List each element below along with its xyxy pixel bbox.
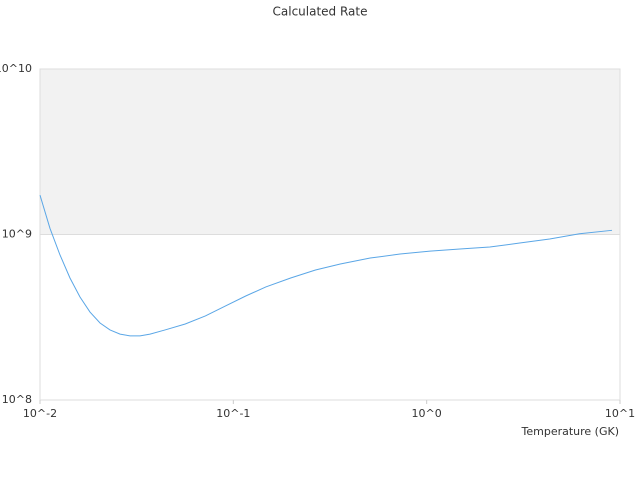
y-tick-label: 10^9 [2,228,32,241]
x-tick-label: 10^0 [412,407,442,420]
x-tick-label: 10^1 [605,407,635,420]
data-line [39,194,613,337]
plot-background [39,68,621,401]
x-tick-label: 10^-1 [216,407,250,420]
y-tick-label: 10^8 [2,393,32,406]
y-tick-label: 10^10 [0,62,32,75]
band [40,69,620,235]
x-axis-label: Temperature (GK) [521,425,620,438]
chart-title: Calculated Rate [273,5,368,19]
x-tick-label: 10^-2 [23,407,57,420]
